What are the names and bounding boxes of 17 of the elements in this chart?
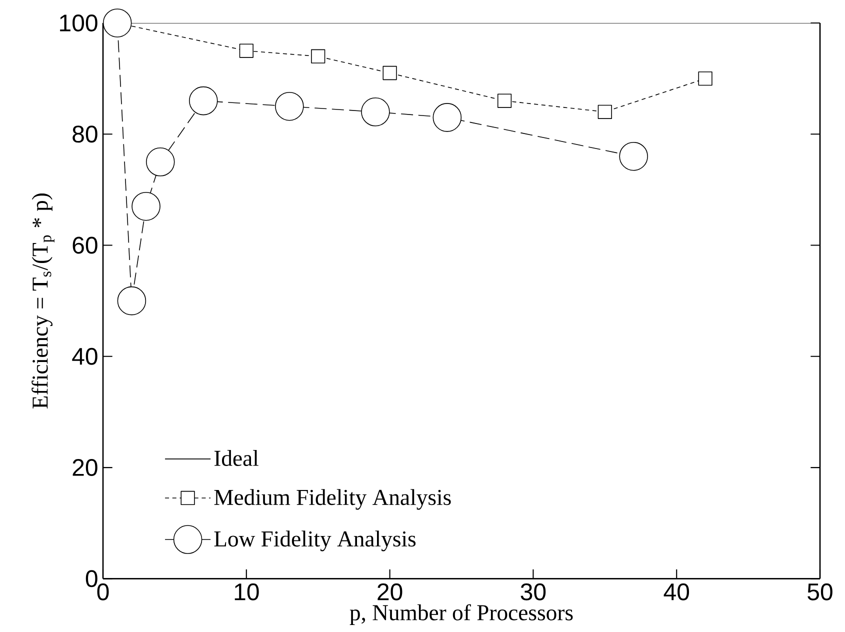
y-tick-label: 20 xyxy=(72,459,98,476)
legend-label: Low Fidelity Analysis xyxy=(214,530,416,552)
x-tick-label: 40 xyxy=(664,583,690,600)
x-tick-label: 20 xyxy=(378,583,402,600)
x-tick-label: 50 xyxy=(808,583,832,600)
x-tick-label: 30 xyxy=(520,583,546,600)
y-axis-title: Efficiency = T$_{s}$/(T$_{p}$ * p) xyxy=(32,194,54,408)
y-tick-label: 60 xyxy=(72,236,98,254)
y-tick-label: 0 xyxy=(86,570,98,588)
x-axis-title: p, Number of Processors xyxy=(350,604,573,625)
legend-label: Ideal xyxy=(214,450,258,466)
x-tick-label: 10 xyxy=(234,583,259,600)
y-tick-label: 100 xyxy=(60,14,98,32)
y-tick-label: 80 xyxy=(72,126,98,143)
y-tick-label: 40 xyxy=(72,348,98,365)
legend-label: Medium Fidelity Analysis xyxy=(214,489,451,510)
x-tick-label: 0 xyxy=(97,583,109,600)
